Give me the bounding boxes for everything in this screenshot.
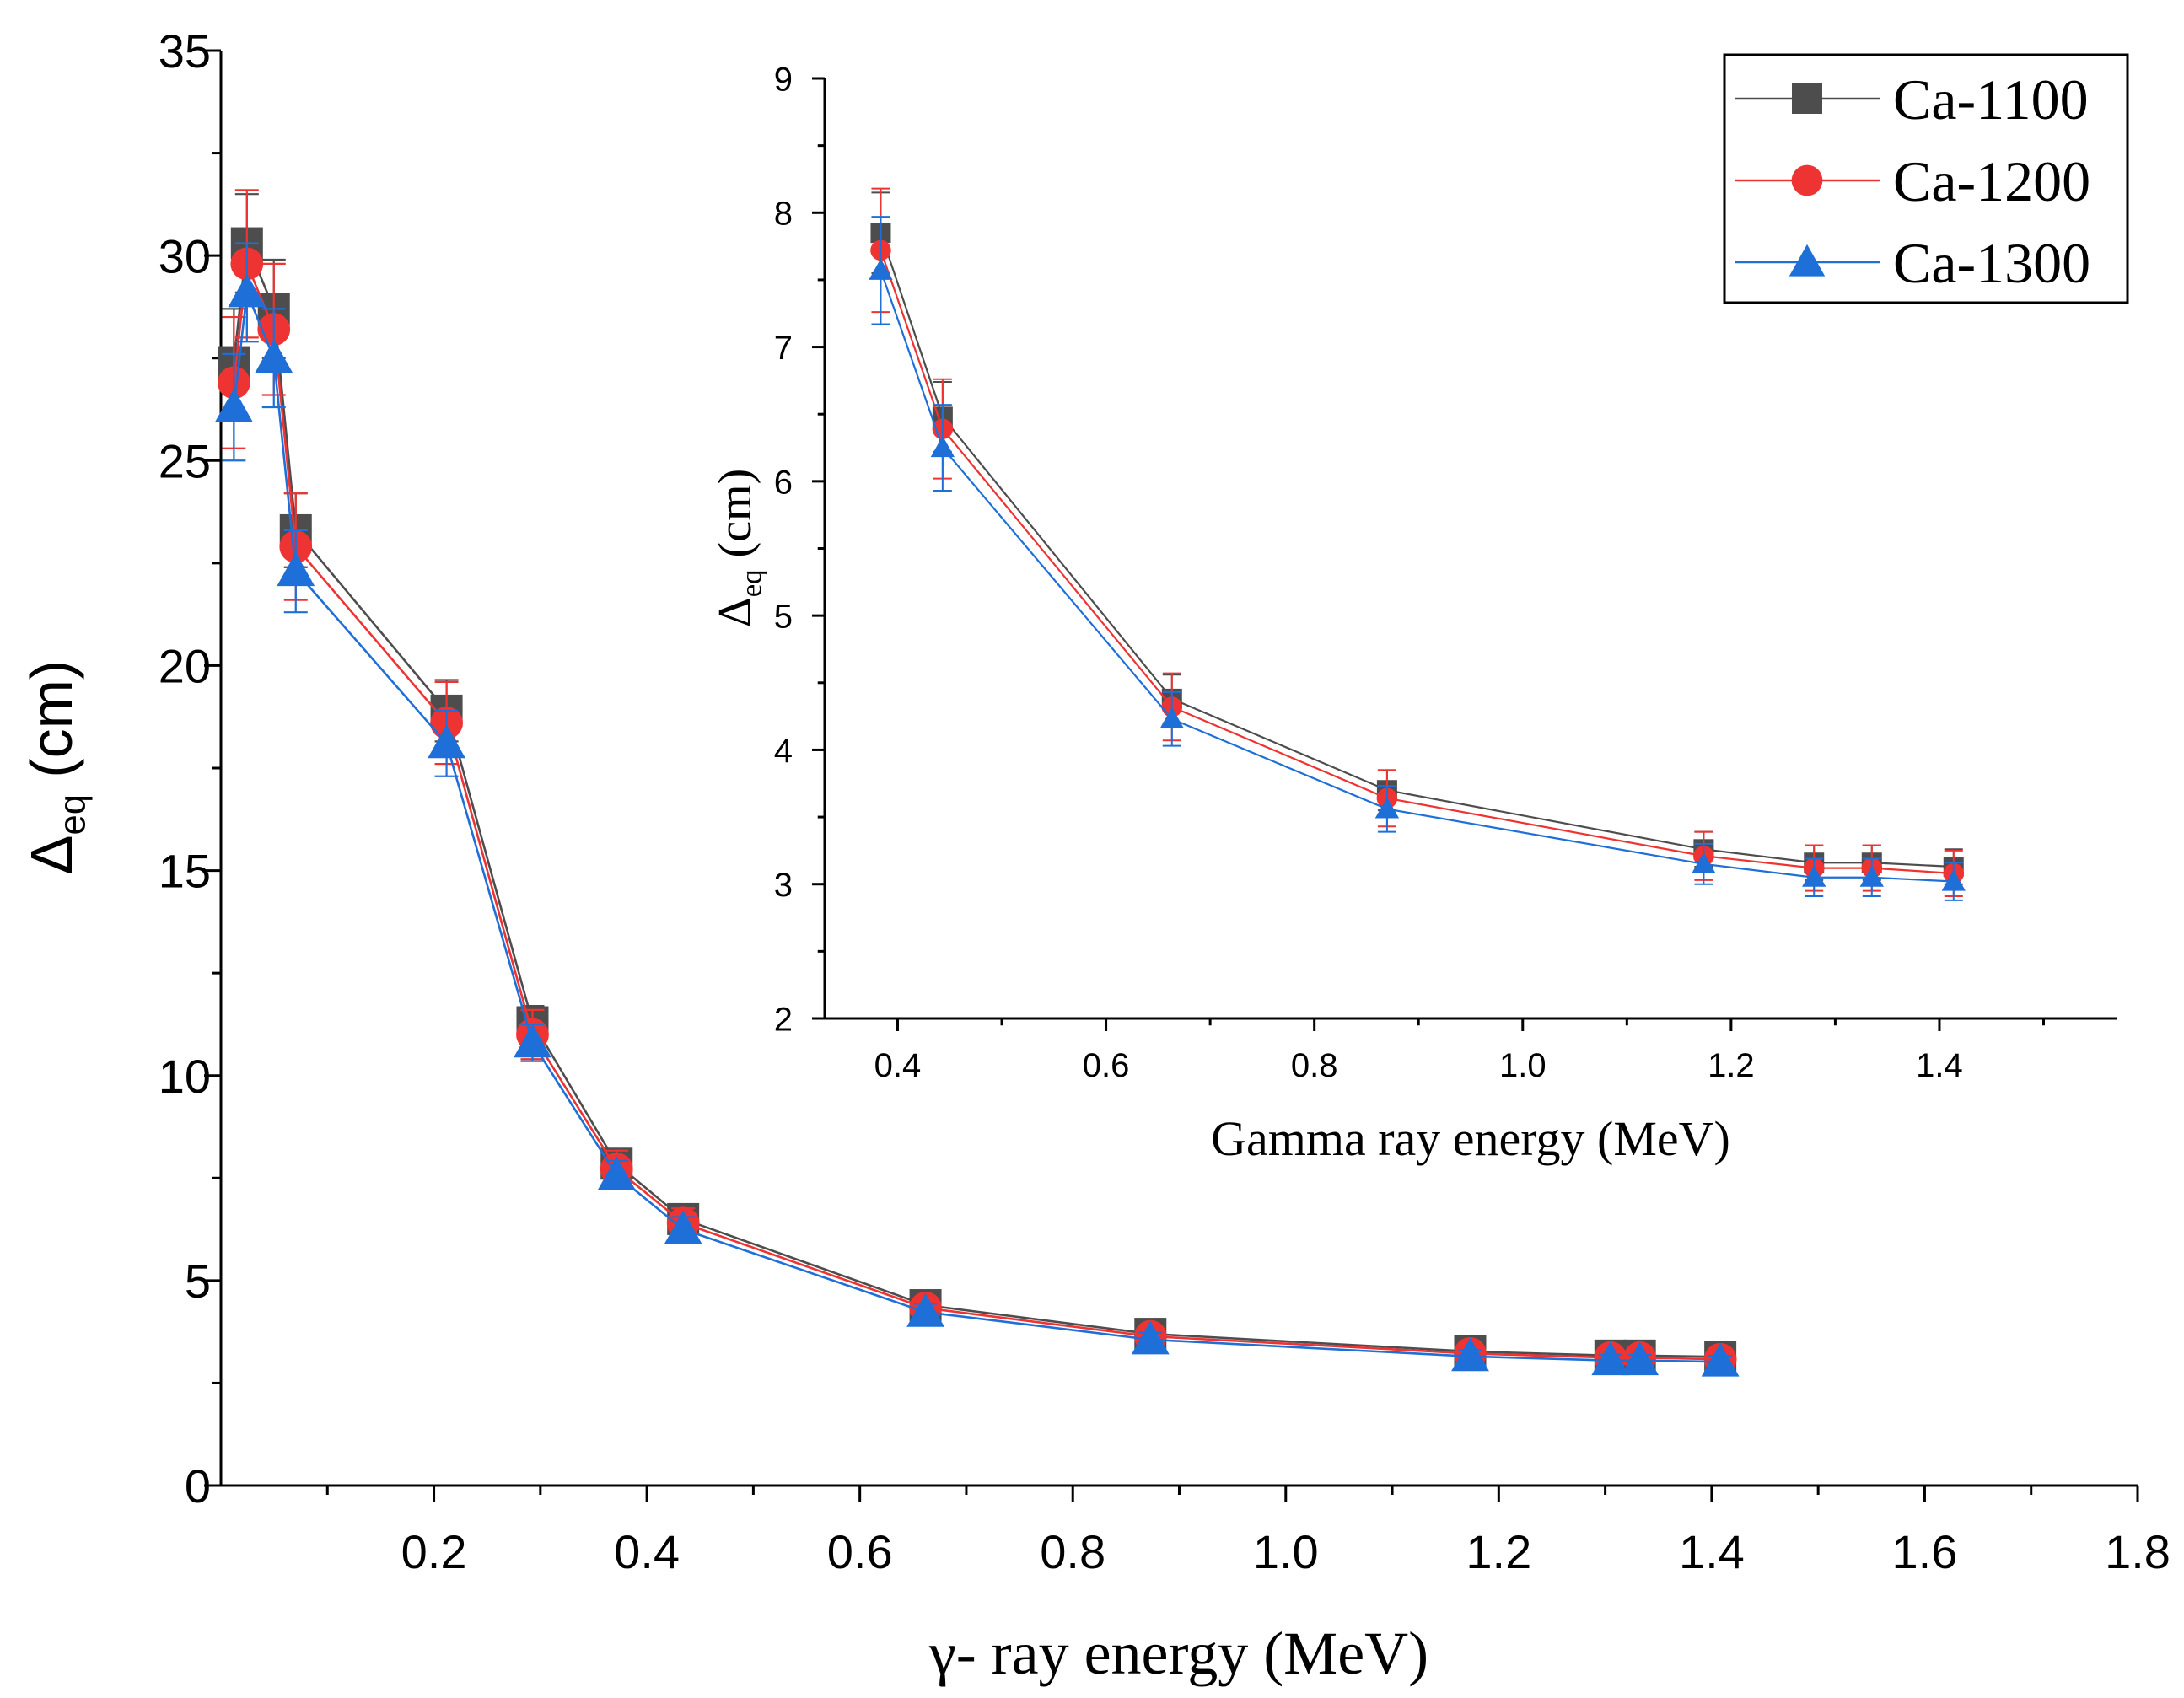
inset-y-axis-title: Δeq (cm) [709,469,767,628]
legend: Ca-1100 Ca-1200 Ca-1300 [1723,53,2129,304]
main-point-Ca-1300 [906,1292,944,1327]
main-x-tick-label: 0.2 [401,1525,467,1578]
inset-point-Ca-1300 [930,435,955,458]
inset-x-tick-label: 0.8 [1291,1047,1338,1084]
inset-series-Ca-1300 [869,216,1966,901]
inset-x-tick-label: 0.4 [874,1047,922,1084]
main-y-axis-title: Δeq (cm) [19,660,93,874]
main-point-Ca-1300 [1621,1341,1660,1376]
inset-y-tick-label: 7 [774,330,793,367]
inset-y-axis-title-symbol: Δ [709,597,761,627]
main-y-axis-title-subscript: eq [52,794,93,835]
legend-label-Ca-1100: Ca-1100 [1893,67,2089,132]
main-point-Ca-1300 [255,339,293,373]
legend-label-Ca-1300: Ca-1300 [1893,231,2090,295]
main-point-Ca-1300 [514,1024,551,1058]
main-y-tick-label: 35 [159,24,211,78]
main-y-axis-title-symbol: Δ [19,835,84,874]
inset-point-Ca-1300 [1859,865,1884,887]
main-point-Ca-1300 [664,1210,702,1244]
inset-x-axis-title: Gamma ray energy (MeV) [1211,1111,1730,1166]
main-point-Ca-1300 [597,1156,636,1190]
main-y-axis-title-unit: (cm) [19,660,84,794]
legend-label-Ca-1200: Ca-1200 [1893,149,2090,213]
inset-y-tick-label: 6 [774,464,793,501]
main-y-tick-label: 15 [159,845,211,898]
inset-x-tick-label: 0.6 [1083,1047,1130,1084]
main-y-tick-label: 0 [185,1459,211,1513]
inset-y-tick-label: 5 [774,599,793,636]
main-point-Ca-1300 [277,552,315,587]
main-panel: 0.2 0.4 0.6 0.8 1.0 1.2 1.4 1.6 1.80510152025303… [19,24,2171,1687]
inset-y-tick-label: 3 [774,867,793,904]
main-point-Ca-1300 [214,388,253,422]
main-point-Ca-1300 [1451,1337,1489,1372]
main-x-axis-title: γ- ray energy (MeV) [928,1620,1428,1687]
inset-point-Ca-1300 [1159,707,1184,728]
main-y-tick-label: 5 [185,1255,211,1308]
inset-x-tick-label: 1.0 [1499,1047,1547,1084]
main-y-tick-label: 25 [159,434,211,487]
main-x-tick-label: 0.6 [827,1525,893,1578]
main-x-tick-label: 1.8 [2105,1525,2171,1578]
main-x-tick-label: 0.8 [1040,1525,1105,1578]
main-point-Ca-1300 [1701,1342,1740,1377]
inset-line-Ca-1300 [880,270,1954,883]
inset-point-Ca-1300 [1374,797,1400,819]
inset-y-axis-title-subscript: eq [734,569,767,597]
legend-marker-Ca-1100 [1792,83,1822,114]
main-x-tick-label: 1.6 [1892,1525,1958,1578]
inset-point-Ca-1300 [1802,865,1826,887]
main-point-Ca-1300 [1591,1341,1630,1376]
inset-y-tick-label: 2 [774,1001,793,1038]
main-point-Ca-1300 [428,724,466,759]
main-x-tick-label: 1.2 [1466,1525,1531,1578]
inset-point-Ca-1300 [1692,852,1716,873]
inset-y-tick-label: 9 [774,61,793,98]
main-y-tick-label: 30 [159,229,211,282]
inset-y-tick-label: 4 [774,733,793,770]
inset-point-Ca-1300 [869,258,893,280]
inset-x-tick-label: 1.4 [1916,1047,1963,1084]
inset-x-tick-label: 1.2 [1708,1047,1755,1084]
legend-marker-Ca-1200 [1791,164,1823,196]
main-x-tick-label: 0.4 [614,1525,680,1578]
main-x-tick-label: 1.0 [1253,1525,1319,1578]
inset-y-tick-label: 8 [774,196,793,233]
legend-marker-Ca-1300 [1789,244,1826,277]
main-point-Ca-1300 [228,273,266,308]
main-point-Ca-1300 [1131,1320,1170,1355]
inset-y-axis-title-unit: (cm) [709,469,761,570]
inset-point-Ca-1300 [1941,869,1966,891]
main-x-tick-label: 1.4 [1679,1525,1745,1578]
main-y-tick-label: 20 [159,640,211,693]
main-line-Ca-1300 [233,292,1721,1363]
main-series-Ca-1300 [214,242,1740,1377]
main-y-tick-label: 10 [159,1050,211,1103]
